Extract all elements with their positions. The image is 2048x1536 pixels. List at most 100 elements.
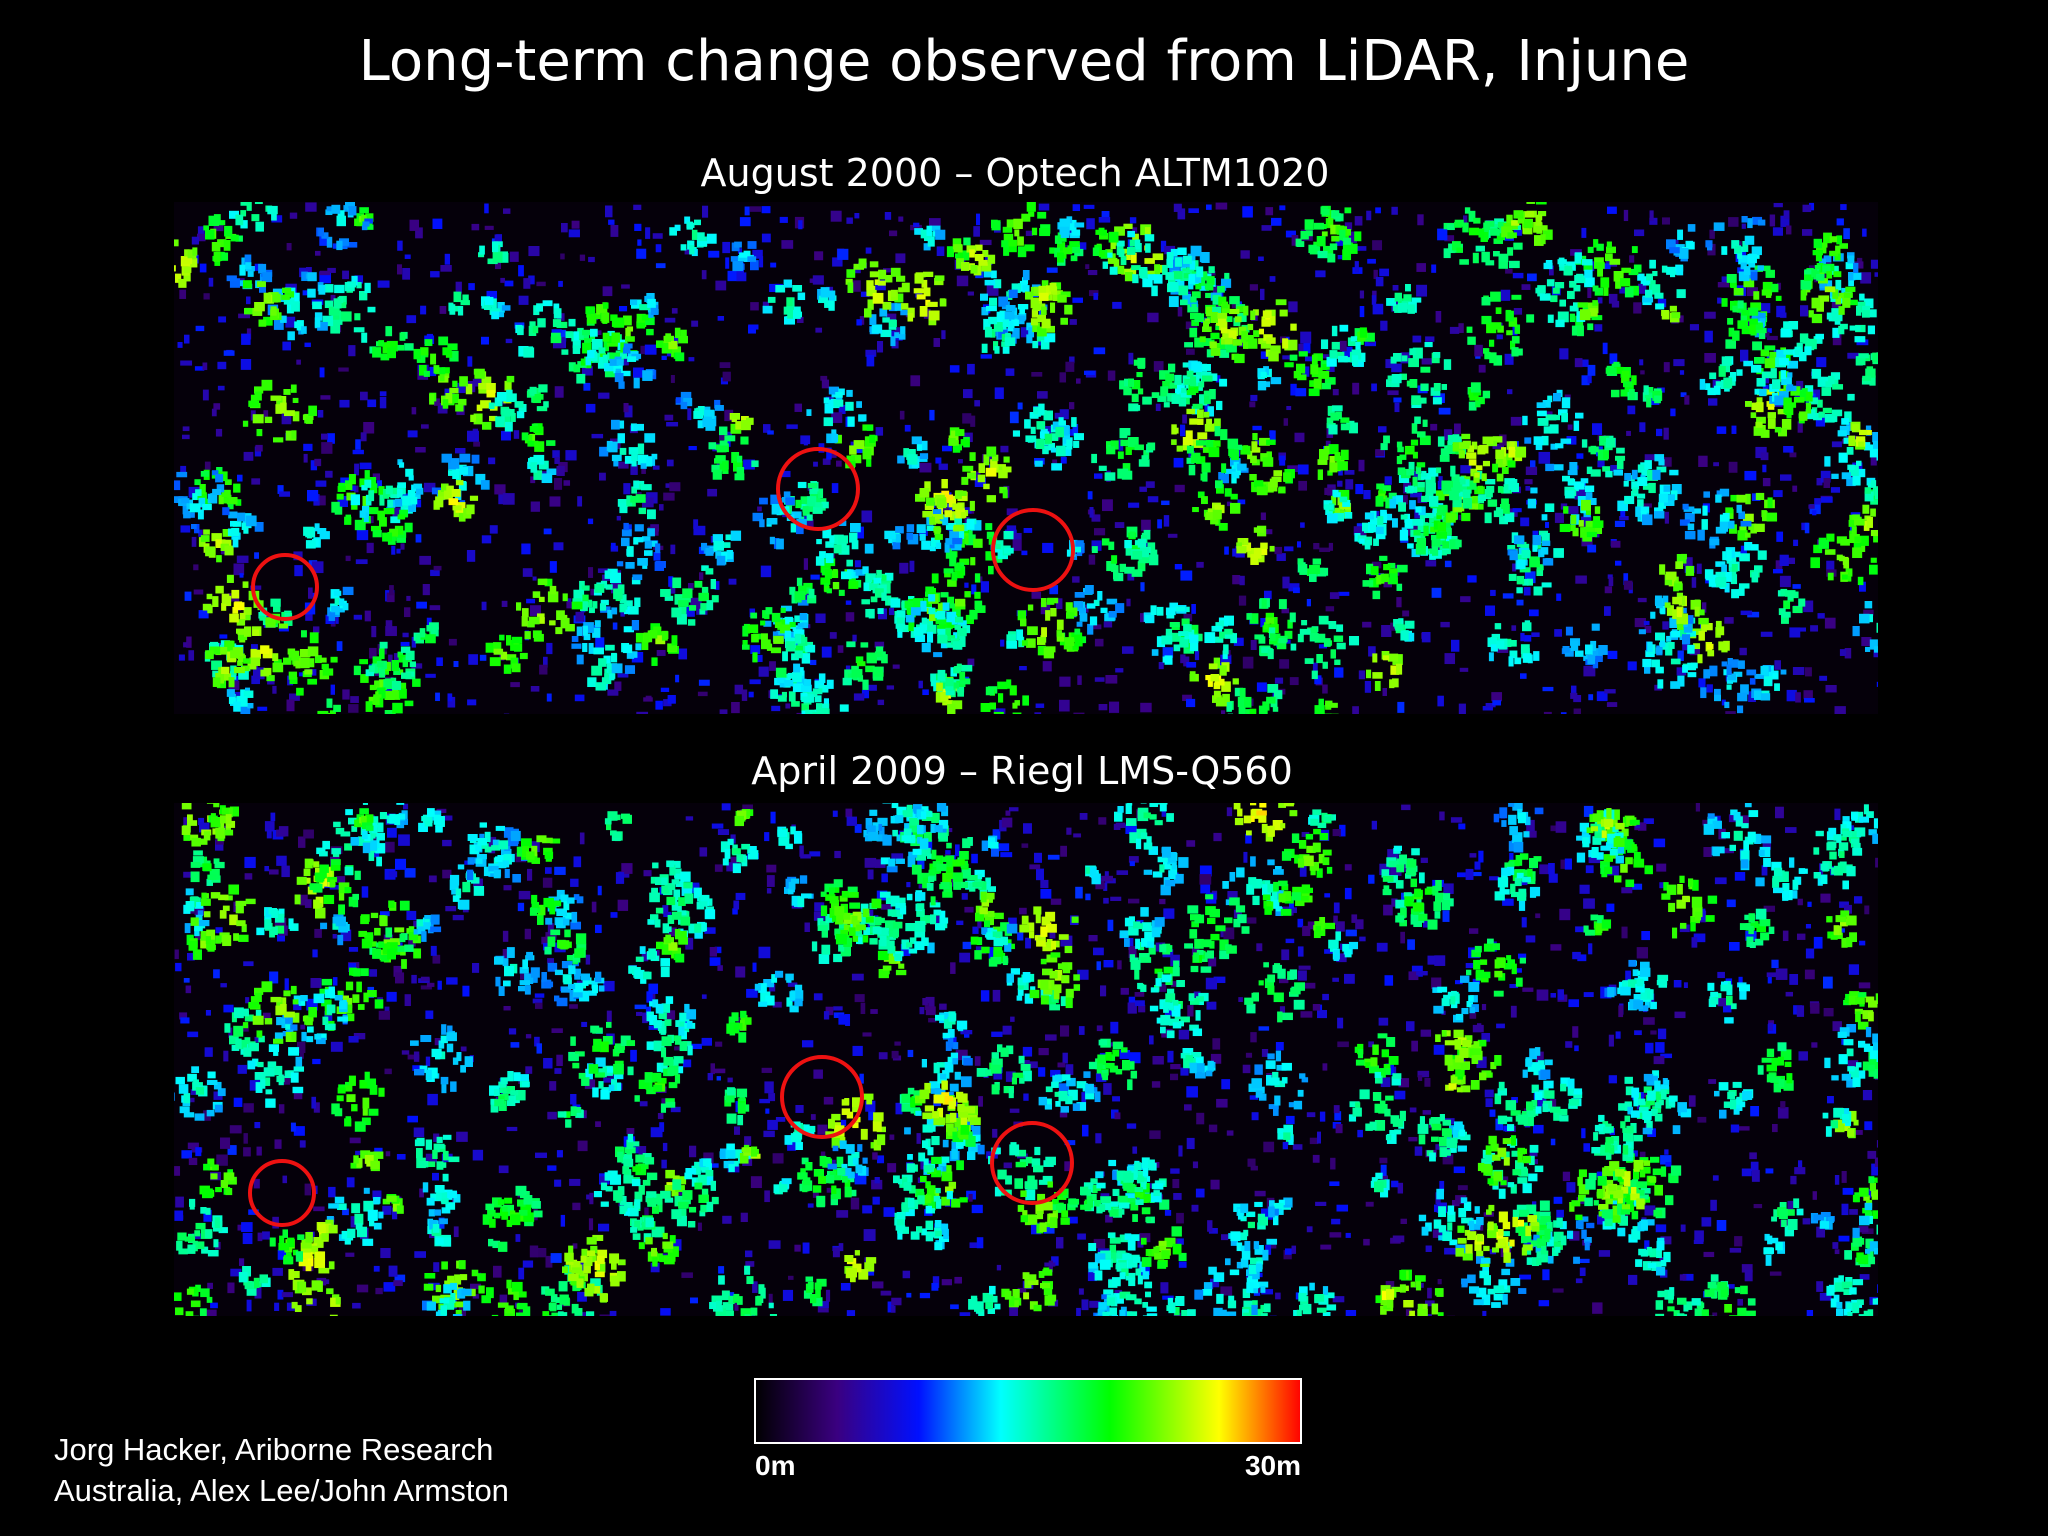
crown-pixel <box>1642 483 1654 490</box>
crown-pixel <box>1374 681 1381 691</box>
speckle <box>1220 654 1232 664</box>
crown-pixel <box>588 607 595 614</box>
crown-pixel <box>1751 402 1762 411</box>
crown-pixel <box>283 617 293 626</box>
speckle <box>1085 264 1090 270</box>
crown-pixel <box>254 386 264 394</box>
speckle <box>1101 211 1110 219</box>
speckle <box>1328 542 1334 551</box>
speckle <box>337 496 349 508</box>
crown-pixel <box>985 551 993 561</box>
speckle <box>1368 646 1376 657</box>
speckle <box>1315 270 1326 278</box>
speckle <box>1680 392 1687 397</box>
crown-pixel <box>1329 350 1338 359</box>
speckle <box>666 459 674 467</box>
crown-pixel <box>336 493 344 500</box>
crown-pixel <box>359 291 368 301</box>
speckle <box>246 296 251 305</box>
crown-pixel <box>816 539 822 545</box>
speckle <box>655 263 666 269</box>
crown-pixel <box>1587 323 1594 331</box>
crown-pixel <box>576 626 583 636</box>
crown-pixel <box>1752 216 1763 225</box>
crown-pixel <box>484 296 494 306</box>
crown-pixel <box>321 232 329 239</box>
crown-pixel <box>1334 452 1341 462</box>
crown-pixel <box>706 600 714 611</box>
crown-pixel <box>701 586 709 594</box>
crown-pixel <box>699 608 706 615</box>
speckle <box>837 248 849 260</box>
crown-pixel <box>632 574 643 581</box>
crown-pixel <box>543 401 549 408</box>
crown-pixel <box>932 516 940 523</box>
crown-pixel <box>476 404 483 412</box>
crown-pixel <box>1848 519 1857 527</box>
crown-pixel <box>944 570 951 578</box>
crown-pixel <box>1293 370 1301 379</box>
crown-pixel <box>1369 578 1379 588</box>
crown-pixel <box>724 435 736 442</box>
crown-pixel <box>1216 400 1223 411</box>
crown-pixel <box>1698 630 1705 641</box>
speckle <box>1607 206 1617 214</box>
crown-pixel <box>714 405 724 411</box>
crown-pixel <box>1123 223 1133 229</box>
crown-pixel <box>521 432 529 441</box>
crown-pixel <box>1867 309 1877 318</box>
crown-pixel <box>397 459 403 465</box>
crown-pixel <box>783 491 791 501</box>
speckle <box>1786 689 1797 702</box>
crown-pixel <box>781 605 792 612</box>
crown-pixel <box>1182 444 1190 451</box>
crown-pixel <box>1508 260 1520 269</box>
crown-pixel <box>752 512 764 522</box>
crown-pixel <box>362 221 370 227</box>
crown-pixel <box>233 701 241 712</box>
speckle <box>218 316 227 323</box>
speckle <box>1449 326 1460 334</box>
crown-pixel <box>1534 541 1542 549</box>
crown-pixel <box>705 419 716 431</box>
crown-pixel <box>1045 610 1051 621</box>
crown-pixel <box>905 615 915 623</box>
crown-pixel <box>997 681 1008 690</box>
crown-pixel <box>901 303 909 310</box>
crown-pixel <box>1433 520 1440 530</box>
speckle <box>1334 667 1344 678</box>
crown-pixel <box>571 643 582 649</box>
crown-pixel <box>784 680 794 687</box>
crown-pixel <box>538 460 549 470</box>
crown-pixel <box>1413 530 1421 536</box>
crown-pixel <box>1266 451 1272 461</box>
speckle <box>415 534 422 543</box>
crown-pixel <box>719 460 729 472</box>
speckle <box>467 356 473 367</box>
crown-pixel <box>1369 517 1379 526</box>
speckle <box>1105 675 1118 684</box>
speckle <box>583 382 591 391</box>
crown-pixel <box>1397 446 1404 453</box>
speckle <box>1597 297 1603 304</box>
speckle <box>286 699 295 712</box>
crown-pixel <box>955 598 966 607</box>
crown-pixel <box>930 680 940 687</box>
crown-pixel <box>845 401 854 411</box>
crown-pixel <box>1325 700 1333 707</box>
crown-pixel <box>894 303 903 311</box>
speckle <box>1474 344 1483 357</box>
speckle <box>820 375 828 381</box>
speckle <box>684 606 695 617</box>
speckle <box>1834 706 1846 714</box>
crown-pixel <box>631 620 640 631</box>
crown-pixel <box>1213 682 1221 690</box>
crown-pixel <box>1318 698 1324 710</box>
crown-pixel <box>326 206 337 212</box>
speckle <box>481 336 489 345</box>
crown-pixel <box>1250 455 1257 464</box>
crown-pixel <box>1206 276 1215 285</box>
speckle <box>455 448 466 454</box>
speckle <box>411 636 417 648</box>
